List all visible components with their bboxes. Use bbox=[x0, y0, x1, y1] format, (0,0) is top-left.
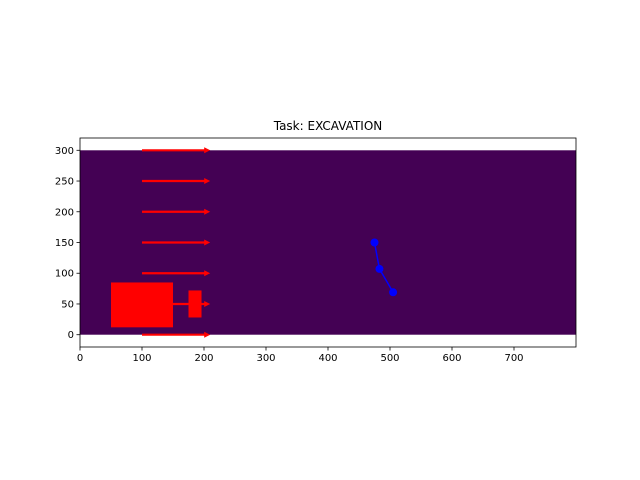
x-tick-label: 700 bbox=[504, 353, 523, 364]
plot-area bbox=[80, 147, 576, 338]
y-tick-label: 50 bbox=[61, 299, 74, 310]
axes: 0 100 200 300 400 500 600 700 0 50 100 150 200 250 300 bbox=[55, 137, 577, 364]
y-tick-label: 150 bbox=[55, 238, 74, 249]
arrow-head-2 bbox=[204, 270, 211, 277]
series-point-0-1 bbox=[375, 264, 384, 273]
vehicle-blade bbox=[188, 290, 202, 318]
arrow-head-6 bbox=[204, 147, 211, 154]
y-tick-label: 250 bbox=[55, 177, 74, 188]
x-tick-label: 0 bbox=[77, 353, 83, 364]
x-tick-label: 400 bbox=[318, 353, 337, 364]
y-tick-label: 200 bbox=[55, 207, 74, 218]
arrow-head-1 bbox=[204, 300, 211, 307]
arrow-head-5 bbox=[204, 178, 211, 185]
vehicle-body bbox=[111, 282, 173, 328]
x-tick-label: 500 bbox=[380, 353, 399, 364]
series-point-0-0 bbox=[370, 238, 379, 247]
y-tick-label: 100 bbox=[55, 269, 74, 280]
series-point-0-2 bbox=[389, 288, 398, 297]
x-tick-label: 300 bbox=[256, 353, 275, 364]
arrow-head-3 bbox=[204, 239, 211, 246]
arrow-head-0 bbox=[204, 331, 211, 338]
plot-clip-group bbox=[80, 147, 576, 338]
x-tick-label: 600 bbox=[442, 353, 461, 364]
arrow-head-4 bbox=[204, 208, 211, 215]
y-tick-label: 300 bbox=[55, 146, 74, 157]
x-tick-label: 200 bbox=[194, 353, 213, 364]
y-tick-label: 0 bbox=[68, 330, 74, 341]
chart-title: Task: EXCAVATION bbox=[273, 119, 383, 133]
x-tick-label: 100 bbox=[132, 353, 151, 364]
